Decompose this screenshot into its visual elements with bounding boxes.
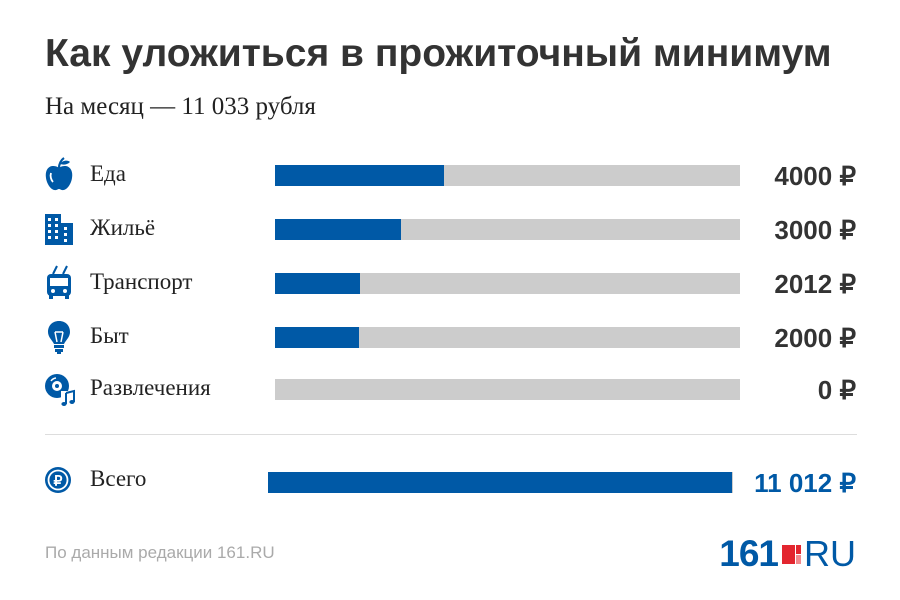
- apple-icon: [44, 157, 74, 193]
- bar-row-food: Еда 4000 ₽: [0, 157, 900, 205]
- value-label: 2012 ₽: [774, 269, 856, 299]
- logo-mark: [782, 544, 801, 564]
- logo-domain: RU: [804, 533, 856, 574]
- site-logo: 161 RU: [719, 533, 856, 574]
- bar-row-household: Быт 2000 ₽: [0, 319, 900, 367]
- logo-number: 161: [719, 533, 779, 574]
- bar-row-transport: Транспорт 2012 ₽: [0, 265, 900, 313]
- bar-row-housing: Жильё 3000 ₽: [0, 211, 900, 259]
- bar-food: [275, 165, 444, 186]
- bar-track: [275, 327, 740, 348]
- bar-housing: [275, 219, 401, 240]
- total-bar: [268, 472, 732, 493]
- chart-title: Как уложиться в прожиточный минимум: [45, 32, 832, 75]
- svg-text:₽: ₽: [54, 473, 63, 489]
- total-bar-track: [268, 472, 733, 493]
- value-label: 0 ₽: [817, 375, 856, 405]
- category-label: Быт: [90, 323, 129, 348]
- ruble-coin-icon: ₽: [44, 466, 72, 494]
- category-label: Еда: [90, 161, 126, 186]
- bar-household: [275, 327, 359, 348]
- category-label: Развлечения: [90, 375, 211, 400]
- total-label: Всего: [90, 466, 147, 491]
- building-icon: [44, 211, 74, 247]
- value-label: 2000 ₽: [774, 323, 856, 353]
- value-label: 3000 ₽: [774, 215, 856, 245]
- category-label: Жильё: [90, 215, 156, 240]
- trolleybus-icon: [44, 265, 74, 301]
- bar-track: [275, 165, 740, 186]
- chart-subtitle: На месяц — 11 033 рубля: [45, 93, 316, 120]
- bar-track: [275, 379, 740, 400]
- music-disc-icon: [44, 371, 75, 407]
- bar-track: [275, 219, 740, 240]
- value-label: 4000 ₽: [774, 161, 856, 191]
- divider: [45, 434, 857, 435]
- category-label: Транспорт: [90, 269, 193, 294]
- source-note: По данным редакции 161.RU: [45, 543, 275, 562]
- bar-row-entertainment: Развлечения 0 ₽: [0, 371, 900, 419]
- total-value: 11 012 ₽: [754, 468, 856, 498]
- lightbulb-icon: [44, 319, 74, 355]
- bar-transport: [275, 273, 360, 294]
- bar-track: [275, 273, 740, 294]
- total-row: ₽ Всего 11 012 ₽: [0, 462, 900, 502]
